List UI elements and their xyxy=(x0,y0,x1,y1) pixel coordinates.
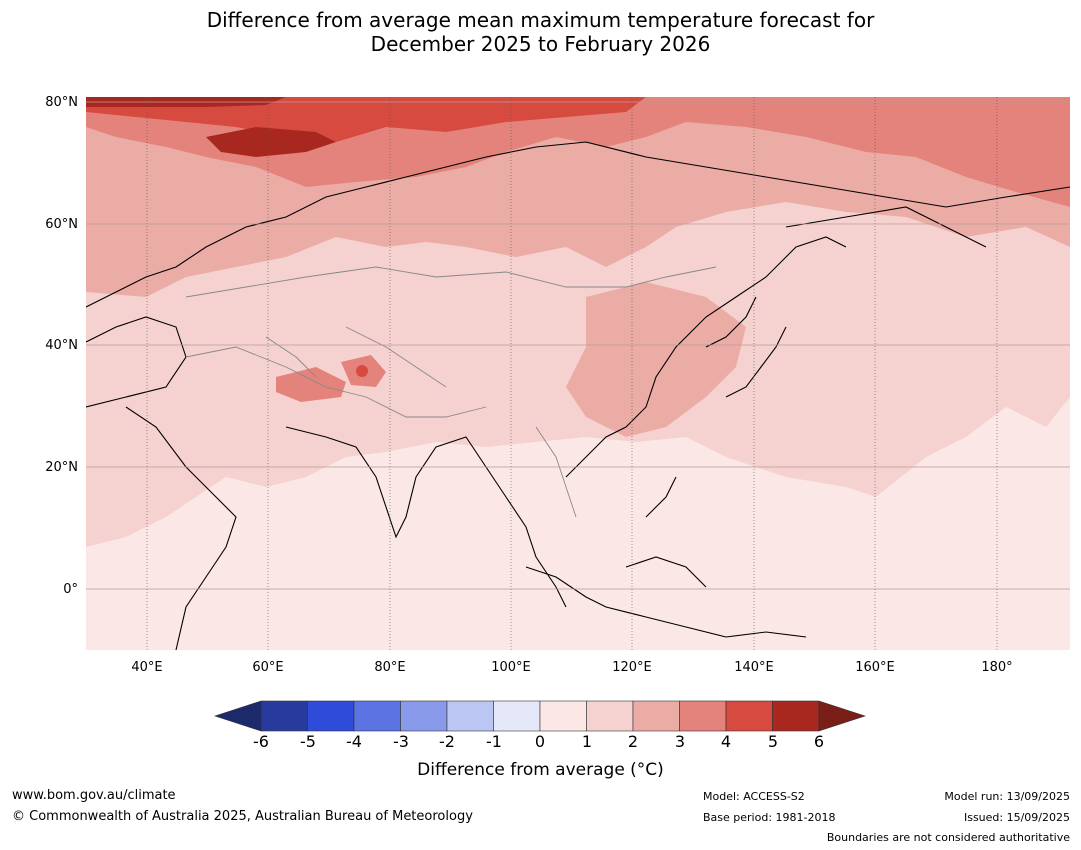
colorbar-tick: 3 xyxy=(674,732,686,751)
colorbar-tick: -3 xyxy=(393,732,409,751)
colorbar-swatch xyxy=(400,700,448,732)
colorbar-swatch xyxy=(679,700,727,732)
colorbar-under-arrow xyxy=(214,700,262,732)
map-title: Difference from average mean maximum tem… xyxy=(0,8,1081,56)
lat-label-80n: 80°N xyxy=(45,95,78,110)
lon-label-80e: 80°E xyxy=(374,660,406,675)
colorbar-tick: 1 xyxy=(581,732,593,751)
lon-label-160e: 160°E xyxy=(855,660,895,675)
lat-label-60n: 60°N xyxy=(45,217,78,232)
lon-label-140e: 140°E xyxy=(734,660,774,675)
forecast-map[interactable] xyxy=(86,97,1070,650)
colorbar-tick: -6 xyxy=(253,732,269,751)
anomaly-band-2-3-china xyxy=(566,282,746,437)
colorbar-swatch xyxy=(260,700,308,732)
lat-label-0: 0° xyxy=(63,582,78,597)
anomaly-band-4-5 xyxy=(86,97,646,142)
footer-model-run: Model run: 13/09/2025 xyxy=(944,790,1070,803)
colorbar-swatch xyxy=(725,700,773,732)
country-borders xyxy=(185,266,717,518)
anomaly-band-3-4-tibet xyxy=(276,367,346,402)
colorbar-swatch xyxy=(307,700,355,732)
coastlines xyxy=(86,141,1070,650)
colorbar-tick: -1 xyxy=(486,732,502,751)
latitude-lines xyxy=(86,101,1070,590)
footer-url[interactable]: www.bom.gov.au/climate xyxy=(12,788,176,803)
lon-label-120e: 120°E xyxy=(612,660,652,675)
colorbar-tick: -4 xyxy=(346,732,362,751)
lon-label-60e: 60°E xyxy=(252,660,284,675)
colorbar-tick: -2 xyxy=(439,732,455,751)
anomaly-band-5-6 xyxy=(206,127,336,157)
footer-copyright: © Commonwealth of Australia 2025, Austra… xyxy=(12,809,473,824)
colorbar-swatch xyxy=(353,700,401,732)
lon-label-100e: 100°E xyxy=(491,660,531,675)
footer-base-period: Base period: 1981-2018 xyxy=(703,811,836,824)
colorbar-swatch xyxy=(632,700,680,732)
colorbar-swatch xyxy=(772,700,820,732)
colorbar-swatch xyxy=(586,700,634,732)
colorbar-swatch xyxy=(493,700,541,732)
title-line-2: December 2025 to February 2026 xyxy=(370,32,711,56)
colorbar-label: Difference from average (°C) xyxy=(417,760,664,780)
title-line-1: Difference from average mean maximum tem… xyxy=(206,8,875,32)
lon-label-40e: 40°E xyxy=(131,660,163,675)
footer-issued: Issued: 15/09/2025 xyxy=(963,811,1070,824)
colorbar-swatch xyxy=(446,700,494,732)
colorbar-tick: 2 xyxy=(627,732,639,751)
colorbar-tick: 6 xyxy=(813,732,825,751)
lat-label-40n: 40°N xyxy=(45,338,78,353)
graticule xyxy=(146,97,998,650)
colorbar-tick: 5 xyxy=(767,732,779,751)
lat-label-20n: 20°N xyxy=(45,460,78,475)
colorbar-swatch xyxy=(539,700,587,732)
lon-label-180: 180° xyxy=(981,660,1013,675)
colorbar-over-arrow xyxy=(818,700,866,732)
footer-model: Model: ACCESS-S2 xyxy=(703,790,805,803)
colorbar-tick: 4 xyxy=(720,732,732,751)
colorbar-tick: -5 xyxy=(300,732,316,751)
footer-disclaimer: Boundaries are not considered authoritat… xyxy=(826,831,1070,844)
anomaly-peak-himalaya xyxy=(356,365,368,377)
colorbar-tick: 0 xyxy=(534,732,546,751)
